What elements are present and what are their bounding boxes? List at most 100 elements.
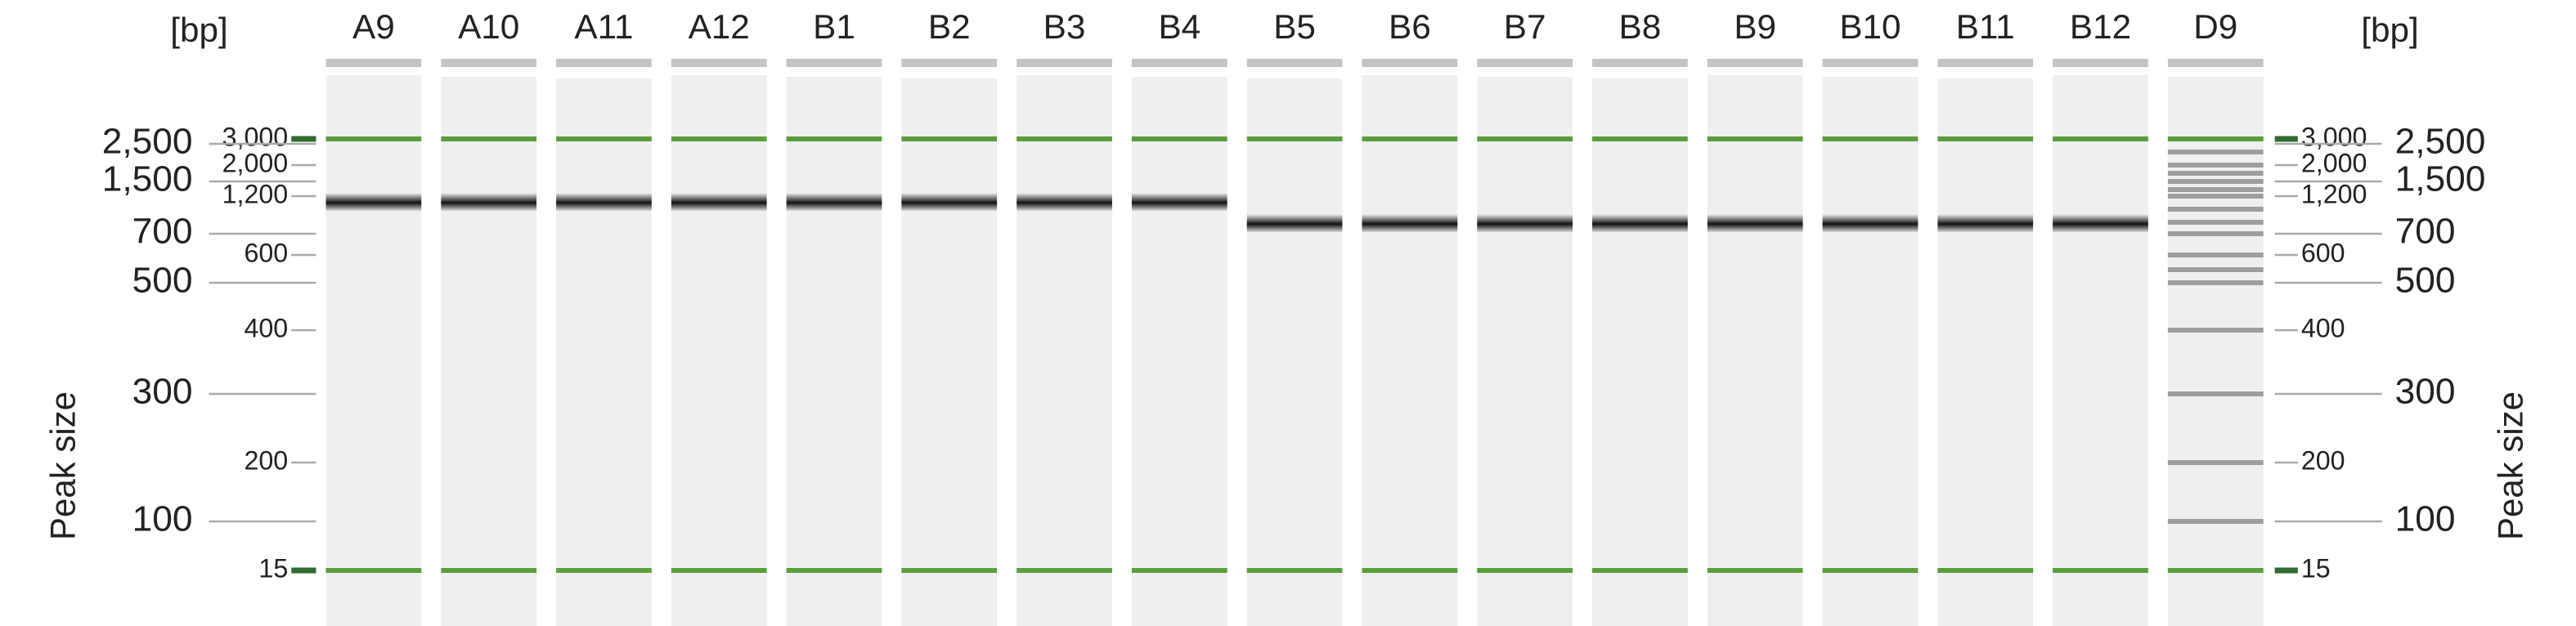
ladder-label-right: 2,500	[2395, 122, 2486, 162]
sample-band	[325, 193, 422, 211]
lane-header-bar	[1477, 59, 1573, 67]
lane-label: B6	[1389, 7, 1431, 46]
sample-band	[671, 193, 767, 211]
sample-band	[901, 193, 998, 211]
sample-band	[1477, 214, 1573, 232]
lane-background	[1592, 78, 1688, 626]
ladder-band	[2167, 187, 2264, 192]
marker-band	[1362, 136, 1458, 141]
ladder-label-left: 3,000	[222, 123, 289, 152]
ladder-label-right: 700	[2395, 212, 2456, 252]
marker-band	[441, 136, 537, 141]
lane-header-bar	[671, 59, 767, 67]
marker-band	[1246, 136, 1343, 141]
lane-background	[786, 77, 882, 626]
unit-label-right: [bp]	[2361, 11, 2418, 49]
sample-band	[1707, 214, 1803, 232]
marker-band	[1822, 136, 1919, 141]
ladder-label-right: 100	[2395, 499, 2456, 539]
lane-background	[901, 78, 998, 626]
lane-background	[1822, 77, 1919, 626]
marker-band	[2167, 136, 2264, 141]
ladder-band	[2167, 194, 2264, 199]
lane-background	[1016, 75, 1112, 626]
lane-background	[2167, 77, 2264, 626]
lane-header-bar	[901, 59, 998, 67]
lane-label: B4	[1158, 7, 1200, 46]
lane-label: B12	[2070, 7, 2131, 46]
lane-header-bar	[1937, 59, 2034, 67]
ladder-label-right: 400	[2301, 314, 2345, 343]
lane-header-bar	[1246, 59, 1343, 67]
lane-label: A10	[458, 7, 519, 46]
ladder-band	[2167, 519, 2264, 524]
ladder-label-right: 3,000	[2301, 123, 2367, 152]
lane-header-bar	[2167, 59, 2264, 67]
marker-band	[1822, 568, 1919, 573]
axis-title-right: Peak size	[2492, 391, 2530, 540]
ladder-label-right: 200	[2301, 446, 2345, 476]
lane-background	[671, 75, 767, 626]
marker-band	[1477, 136, 1573, 141]
ladder-label-right: 600	[2301, 239, 2345, 268]
ladder-band	[2167, 328, 2264, 333]
ladder-label-left: 15	[258, 554, 288, 584]
sample-band	[1246, 214, 1343, 232]
lane-header-bar	[1131, 59, 1227, 67]
ladder-label-left: 400	[245, 314, 289, 343]
marker-band	[441, 568, 537, 573]
ladder-label-right: 500	[2395, 261, 2456, 301]
lane-label: B7	[1504, 7, 1546, 46]
lane-header-bar	[1707, 59, 1803, 67]
marker-band	[556, 568, 652, 573]
lane-label: B11	[1956, 7, 2015, 46]
lane-header-bar	[1016, 59, 1112, 67]
lane-label: A12	[689, 7, 750, 46]
marker-band	[1707, 568, 1803, 573]
lane-label: B9	[1734, 7, 1776, 46]
sample-band	[2053, 214, 2148, 232]
lane-header-bar	[441, 59, 537, 67]
sample-band	[1822, 214, 1919, 232]
ladder-label-left: 1,200	[222, 180, 289, 209]
lane-label: B10	[1839, 7, 1901, 46]
ladder-label-left: 500	[132, 261, 193, 301]
lane-background	[1937, 78, 2034, 626]
marker-band	[2053, 568, 2148, 573]
lane-header-bar	[786, 59, 882, 67]
sample-band	[556, 193, 652, 211]
ladder-band	[2167, 207, 2264, 212]
lane-background	[1707, 75, 1803, 626]
lane-background	[325, 75, 422, 626]
marker-band	[1477, 568, 1573, 573]
lane-header-bar	[1592, 59, 1688, 67]
marker-band	[901, 568, 998, 573]
ladder-label-left: 200	[245, 446, 289, 476]
sample-band	[1016, 193, 1112, 211]
lane-label: A11	[574, 7, 633, 46]
lane-header-bar	[325, 59, 422, 67]
unit-label-left: [bp]	[170, 11, 227, 49]
sample-band	[1362, 214, 1458, 232]
lane-label: B8	[1619, 7, 1662, 46]
ladder-label-left: 300	[132, 372, 193, 412]
ladder-label-left: 1,500	[102, 159, 193, 199]
ladder-band	[2167, 460, 2264, 465]
ladder-band	[2167, 150, 2264, 154]
ladder-band	[2167, 280, 2264, 285]
marker-band	[1131, 136, 1227, 141]
ladder-band	[2167, 171, 2264, 176]
ladder-label-left: 2,500	[102, 122, 193, 162]
marker-band	[556, 136, 652, 141]
marker-band	[901, 136, 998, 141]
lane-background	[1362, 75, 1458, 626]
lane-header-bar	[1822, 59, 1919, 67]
lane-background	[2053, 75, 2148, 626]
ladder-band	[2167, 163, 2264, 168]
marker-band	[2053, 136, 2148, 141]
lane-background	[1246, 78, 1343, 626]
lane-header-bar	[556, 59, 652, 67]
marker-band	[786, 136, 882, 141]
